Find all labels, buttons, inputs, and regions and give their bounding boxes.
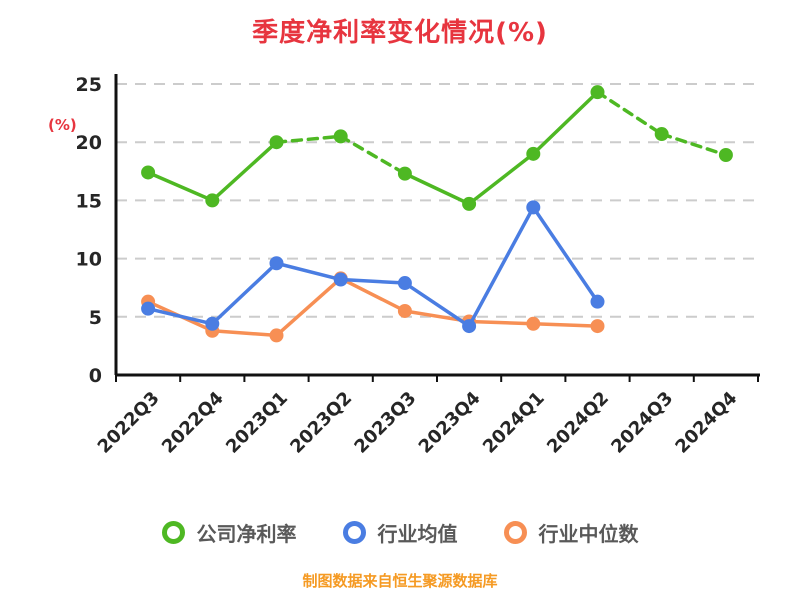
legend-label: 行业中位数: [538, 522, 639, 546]
series-line: [403, 281, 471, 328]
y-tick-label: 15: [76, 190, 102, 212]
data-point: [205, 193, 220, 208]
legend-item-industry-mean[interactable]: 行业均值: [342, 518, 458, 547]
y-tick-label: 25: [76, 74, 102, 96]
series-line: [338, 276, 407, 313]
x-tick-label: 2024Q2: [543, 388, 613, 458]
chart-legend: 公司净利率 行业均值 行业中位数: [0, 518, 800, 547]
series-line: [210, 261, 279, 326]
data-point: [141, 301, 156, 316]
series-line: [338, 277, 407, 285]
data-point: [397, 166, 412, 181]
y-tick-label: 10: [76, 249, 102, 271]
x-tick-label: 2023Q1: [222, 388, 292, 458]
y-tick-label: 5: [89, 307, 102, 329]
series-line: [274, 276, 343, 338]
series-line: [531, 322, 600, 328]
series-line: [146, 170, 215, 203]
data-point: [590, 85, 605, 100]
series-line: [531, 90, 600, 156]
circle-marker-icon: [342, 521, 366, 544]
series-line: [659, 132, 728, 157]
legend-label: 公司净利率: [196, 522, 297, 546]
legend-item-company-net-margin[interactable]: 公司净利率: [161, 518, 297, 547]
y-axis-label: (%): [48, 116, 77, 134]
series-line: [467, 205, 536, 328]
data-point: [526, 200, 541, 215]
x-tick-label: 2023Q3: [350, 388, 420, 458]
data-point: [333, 129, 348, 144]
data-point: [590, 294, 605, 309]
data-point: [718, 148, 733, 163]
x-tick-label: 2024Q3: [607, 388, 677, 458]
x-tick-label: 2023Q2: [286, 388, 356, 458]
legend-item-industry-median[interactable]: 行业中位数: [503, 518, 639, 547]
legend-label: 行业均值: [377, 522, 458, 546]
data-point: [269, 256, 284, 271]
x-tick-label: 2024Q1: [479, 388, 549, 458]
data-point: [462, 196, 477, 211]
series-line: [210, 140, 279, 203]
data-point: [654, 127, 669, 142]
x-tick-label: 2022Q3: [94, 388, 164, 458]
chart-title: 季度净利率变化情况(%): [252, 18, 548, 48]
circle-marker-icon: [503, 521, 527, 544]
series-line: [274, 261, 343, 282]
x-tick-label: 2023Q4: [415, 388, 485, 458]
series-line: [467, 319, 536, 326]
x-tick-label: 2024Q4: [671, 388, 741, 458]
circle-marker-icon: [161, 521, 185, 544]
series-line: [146, 306, 215, 326]
data-point: [526, 146, 541, 161]
series-line: [467, 152, 536, 206]
data-point: [590, 319, 605, 334]
x-tick-label: 2022Q4: [158, 388, 228, 458]
data-point: [397, 276, 412, 291]
data-point: [333, 272, 348, 287]
series-line: [403, 171, 471, 206]
series-line: [210, 329, 279, 338]
series-line: [338, 134, 407, 176]
series-line: [531, 205, 600, 304]
data-point: [462, 319, 477, 334]
data-point: [526, 316, 541, 331]
data-source-note: 制图数据来自恒生聚源数据库: [302, 572, 498, 590]
data-point: [269, 328, 284, 343]
y-tick-label: 20: [76, 132, 102, 154]
series-line: [274, 134, 343, 144]
data-point: [141, 165, 156, 180]
data-point: [205, 316, 220, 331]
data-point: [269, 135, 284, 150]
data-point: [397, 303, 412, 318]
series-line: [595, 90, 664, 136]
y-tick-label: 0: [89, 365, 102, 387]
